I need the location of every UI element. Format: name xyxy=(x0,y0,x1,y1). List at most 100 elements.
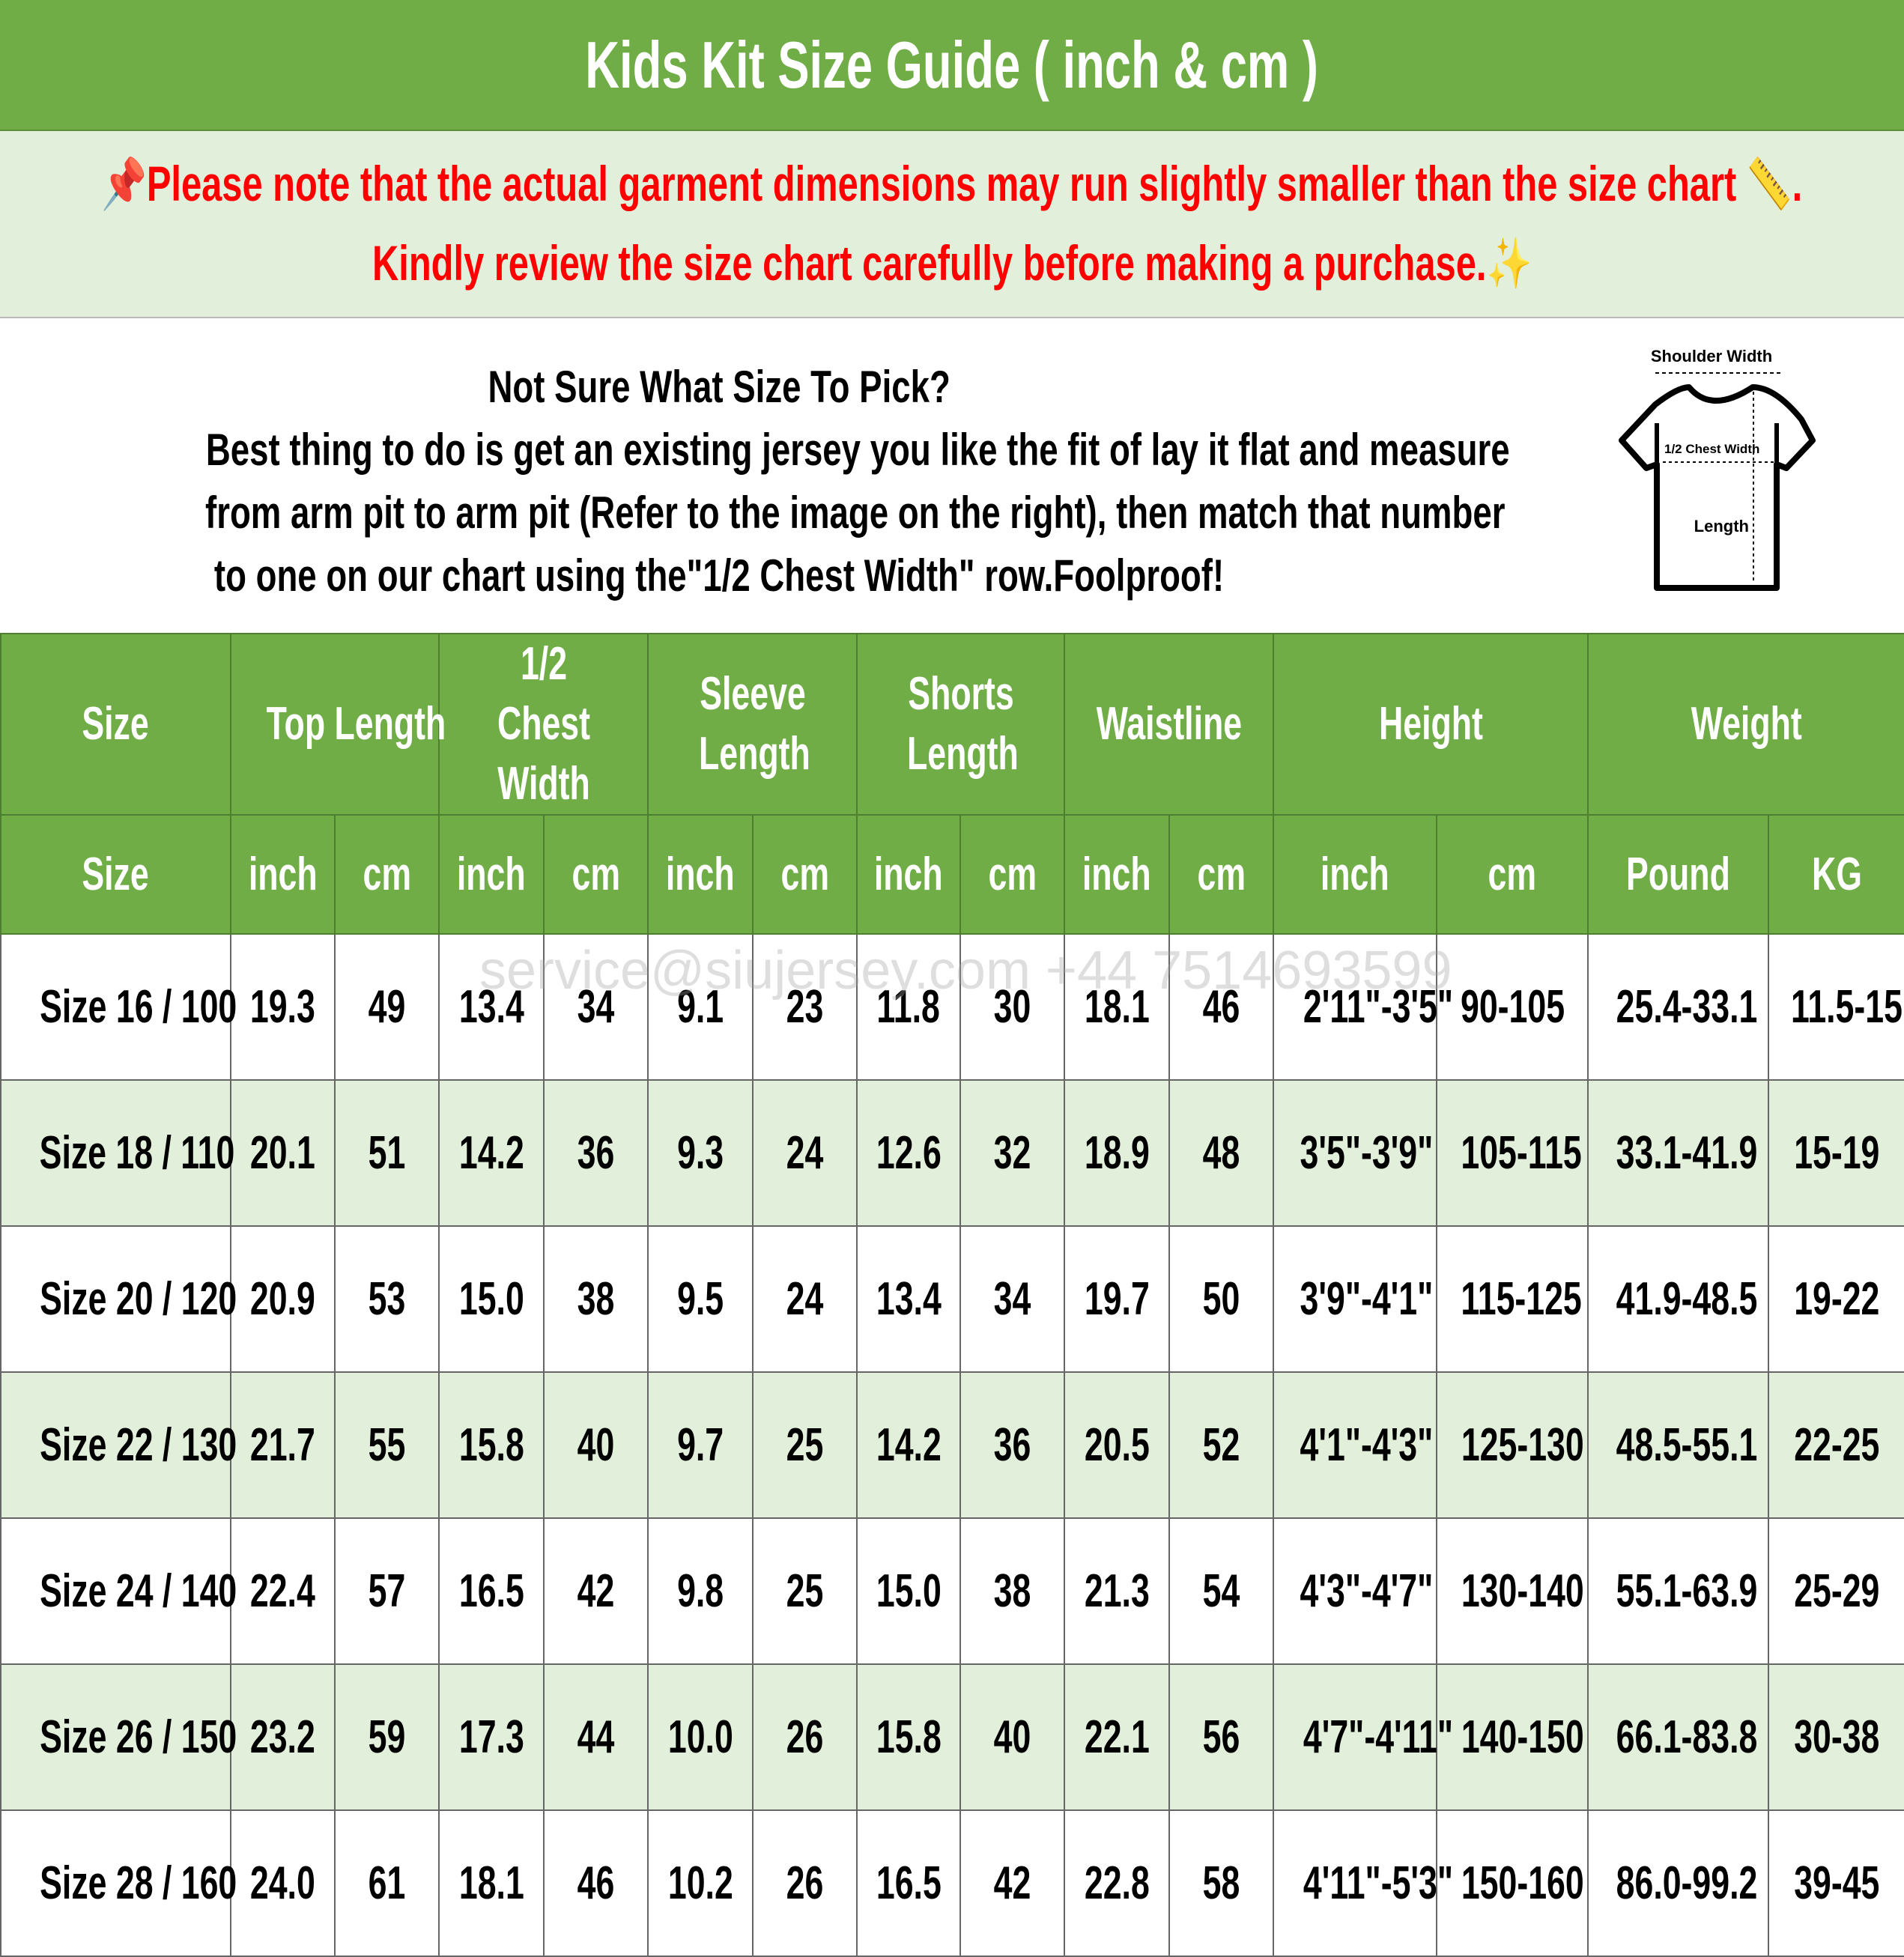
value-cell: 36 xyxy=(543,1079,649,1227)
table-row: Size 28 / 160 24.0 61 18.1 46 10.2 26 16.5 42 22.… xyxy=(0,1809,1904,1957)
value-cell: 33.1-41.9 xyxy=(1587,1079,1770,1227)
table-row: Size 18 / 110 20.1 51 14.2 36 9.3 24 12.6 32 18.9… xyxy=(0,1079,1904,1227)
unit-header: inch xyxy=(1064,814,1171,935)
instructions-line: from arm pit to arm pit (Refer to the im… xyxy=(205,488,1506,538)
value-cell: 18.1 xyxy=(438,1809,545,1957)
notice-banner: 📌Please note that the actual garment dim… xyxy=(0,131,1904,318)
value-cell: 21.3 xyxy=(1064,1517,1171,1665)
header-sleeve-length: Sleeve Length xyxy=(647,633,858,816)
sparkles-icon: ✨ xyxy=(1486,235,1532,291)
size-chart-table: Size Top Length 1/2 Chest Width Sleeve L… xyxy=(0,633,1904,1957)
value-cell: 46 xyxy=(543,1809,649,1957)
unit-header: inch xyxy=(647,814,754,935)
pushpin-icon: 📌 xyxy=(101,156,148,211)
value-cell: 53 xyxy=(333,1225,440,1373)
value-cell: 15.0 xyxy=(856,1517,962,1665)
value-cell: 20.9 xyxy=(230,1225,336,1373)
value-cell: 50 xyxy=(1168,1225,1275,1373)
size-cell: Size 20 / 120 xyxy=(0,1225,237,1373)
value-cell: 41.9-48.5 xyxy=(1587,1225,1770,1373)
fit-instructions: Not Sure What Size To Pick? Best thing t… xyxy=(0,318,1904,633)
value-cell: 15-19 xyxy=(1768,1079,1904,1227)
header-waistline: Waistline xyxy=(1064,633,1275,816)
value-cell: 36 xyxy=(959,1371,1066,1519)
value-cell: 26 xyxy=(752,1663,858,1811)
value-cell: 55 xyxy=(333,1371,440,1519)
value-cell: 15.8 xyxy=(438,1371,545,1519)
size-cell: Size 28 / 160 xyxy=(0,1809,237,1957)
instructions-line: to one on our chart using the"1/2 Chest … xyxy=(213,550,1225,601)
unit-header: cm xyxy=(543,814,649,935)
value-cell: 57 xyxy=(333,1517,440,1665)
value-cell: 16.5 xyxy=(438,1517,545,1665)
value-cell: 52 xyxy=(1168,1371,1275,1519)
value-cell: 38 xyxy=(543,1225,649,1373)
value-cell: 13.4 xyxy=(438,933,545,1081)
value-cell: 32 xyxy=(959,1079,1066,1227)
unit-header: inch xyxy=(856,814,962,935)
value-cell: 49 xyxy=(333,933,440,1081)
value-cell: 30 xyxy=(959,933,1066,1081)
value-cell: 4'11"-5'3" xyxy=(1273,1809,1453,1957)
value-cell: 46 xyxy=(1168,933,1275,1081)
unit-header: cm xyxy=(752,814,858,935)
value-cell: 140-150 xyxy=(1436,1663,1589,1811)
header-unit-row: Size inch cm inch cm inch cm inch cm inch cm inch cm… xyxy=(0,814,1904,935)
value-cell: 48 xyxy=(1168,1079,1275,1227)
value-cell: 55.1-63.9 xyxy=(1587,1517,1770,1665)
value-cell: 10.0 xyxy=(647,1663,754,1811)
tshirt-icon xyxy=(1619,384,1816,591)
header-top-length: Top Length xyxy=(229,633,446,816)
unit-header: cm xyxy=(1168,814,1275,935)
table-row: Size 24 / 140 22.4 57 16.5 42 9.8 25 15.0 38 21.3… xyxy=(0,1517,1904,1665)
header-weight: Weight xyxy=(1587,633,1904,816)
instructions-heading: Not Sure What Size To Pick? xyxy=(488,362,951,412)
value-cell: 9.5 xyxy=(647,1225,754,1373)
value-cell: 40 xyxy=(959,1663,1066,1811)
notice-line-2: Kindly review the size chart carefully b… xyxy=(372,235,1532,291)
value-cell: 25 xyxy=(752,1517,858,1665)
table-row: Size 22 / 130 21.7 55 15.8 40 9.7 25 14.2 36 20.5… xyxy=(0,1371,1904,1519)
unit-header: cm xyxy=(333,814,440,935)
value-cell: 56 xyxy=(1168,1663,1275,1811)
value-cell: 19.3 xyxy=(230,933,336,1081)
value-cell: 30-38 xyxy=(1768,1663,1904,1811)
value-cell: 24.0 xyxy=(230,1809,336,1957)
ruler-icon: 📏 xyxy=(1747,156,1793,211)
value-cell: 3'9"-4'1" xyxy=(1273,1225,1438,1373)
value-cell: 3'5"-3'9" xyxy=(1273,1079,1438,1227)
value-cell: 34 xyxy=(959,1225,1066,1373)
value-cell: 20.5 xyxy=(1064,1371,1171,1519)
value-cell: 14.2 xyxy=(438,1079,545,1227)
value-cell: 42 xyxy=(959,1809,1066,1957)
table-row: Size 26 / 150 23.2 59 17.3 44 10.0 26 15.8 40 22.… xyxy=(0,1663,1904,1811)
value-cell: 22-25 xyxy=(1768,1371,1904,1519)
value-cell: 130-140 xyxy=(1436,1517,1589,1665)
unit-header: Size xyxy=(0,814,231,935)
value-cell: 16.5 xyxy=(856,1809,962,1957)
value-cell: 4'7"-4'11" xyxy=(1273,1663,1453,1811)
notice-line-1: 📌Please note that the actual garment dim… xyxy=(101,156,1803,211)
value-cell: 12.6 xyxy=(856,1079,962,1227)
size-cell: Size 26 / 150 xyxy=(0,1663,237,1811)
unit-header: inch xyxy=(1273,814,1438,935)
value-cell: 24 xyxy=(752,1225,858,1373)
value-cell: 22.8 xyxy=(1064,1809,1171,1957)
value-cell: 44 xyxy=(543,1663,649,1811)
unit-header: Pound xyxy=(1587,814,1770,935)
header-height: Height xyxy=(1273,633,1589,816)
value-cell: 18.9 xyxy=(1064,1079,1171,1227)
value-cell: 14.2 xyxy=(856,1371,962,1519)
value-cell: 9.8 xyxy=(647,1517,754,1665)
value-cell: 13.4 xyxy=(856,1225,962,1373)
value-cell: 115-125 xyxy=(1436,1225,1589,1373)
length-label: Length xyxy=(1694,517,1749,535)
unit-header: KG xyxy=(1768,814,1904,935)
value-cell: 18.1 xyxy=(1064,933,1171,1081)
value-cell: 23 xyxy=(752,933,858,1081)
value-cell: 25.4-33.1 xyxy=(1587,933,1770,1081)
value-cell: 42 xyxy=(543,1517,649,1665)
unit-header: inch xyxy=(230,814,336,935)
value-cell: 25 xyxy=(752,1371,858,1519)
size-cell: Size 24 / 140 xyxy=(0,1517,237,1665)
